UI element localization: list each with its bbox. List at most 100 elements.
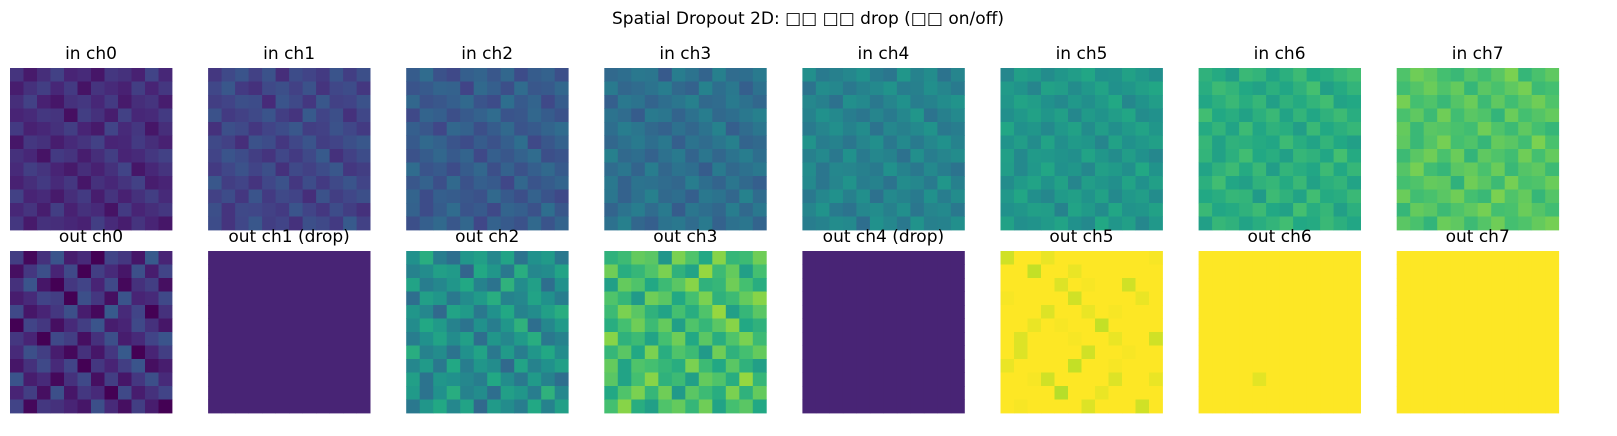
- heatmap-cell: [1068, 332, 1082, 346]
- heatmap-cell: [10, 318, 24, 333]
- heatmap-cell: [316, 122, 330, 136]
- heatmap-cell: [1198, 149, 1213, 163]
- heatmap-cell: [869, 149, 884, 163]
- heatmap-cell: [1504, 203, 1519, 217]
- heatmap-cell: [433, 264, 448, 279]
- heatmap-cell: [514, 332, 529, 346]
- heatmap-cell: [1396, 68, 1411, 82]
- heatmap-cell: [617, 305, 632, 319]
- heatmap-cell: [77, 291, 92, 306]
- heatmap-cell: [1437, 149, 1452, 163]
- heatmap-cell: [460, 135, 475, 150]
- heatmap-cell: [262, 318, 276, 333]
- heatmap-cell: [856, 122, 871, 136]
- heatmap-cell: [487, 176, 502, 190]
- heatmap-cell: [1000, 291, 1015, 306]
- heatmap-cell: [1041, 189, 1055, 204]
- heatmap-cell: [937, 176, 952, 190]
- heatmap-cell: [658, 135, 673, 150]
- heatmap-cell: [923, 278, 938, 292]
- heatmap-cell: [91, 399, 105, 414]
- heatmap-cell: [685, 203, 700, 217]
- heatmap-cell: [910, 189, 925, 204]
- heatmap-cell: [302, 359, 317, 373]
- heatmap-cell: [1504, 216, 1519, 231]
- heatmap-cell: [950, 372, 965, 387]
- heatmap-cell: [950, 108, 965, 123]
- heatmap-cell: [1464, 122, 1479, 136]
- heatmap-cell: [64, 372, 78, 387]
- heatmap-cell: [1504, 264, 1519, 279]
- heatmap-cell: [1491, 359, 1506, 373]
- heatmap-cell: [406, 122, 421, 136]
- heatmap-cell: [473, 399, 488, 414]
- heatmap-cell: [500, 81, 515, 96]
- heatmap-cell: [1000, 176, 1015, 190]
- heatmap-cell: [1333, 291, 1348, 306]
- heatmap-cell: [739, 305, 754, 319]
- heatmap-cell: [950, 305, 965, 319]
- heatmap-cell: [1279, 81, 1294, 96]
- heatmap-cell: [1396, 291, 1411, 306]
- heatmap-cell: [406, 216, 421, 231]
- heatmap-cell: [316, 372, 330, 387]
- heatmap-cell: [208, 95, 222, 109]
- heatmap-cell: [275, 305, 290, 319]
- heatmap-cell: [1014, 81, 1028, 96]
- heatmap-cell: [1450, 278, 1465, 292]
- heatmap-cell: [145, 108, 159, 123]
- heatmap-cell: [1095, 81, 1109, 96]
- heatmap-cell: [473, 203, 488, 217]
- heatmap-cell: [1333, 149, 1348, 163]
- heatmap-cell: [37, 345, 51, 360]
- heatmap-cell: [631, 264, 646, 279]
- heatmap-cell: [302, 278, 317, 292]
- heatmap-cell: [1135, 203, 1150, 217]
- heatmap-cell: [1014, 278, 1028, 292]
- heatmap-cell: [896, 135, 911, 150]
- heatmap-cell: [1198, 345, 1213, 360]
- heatmap-cell: [248, 95, 263, 109]
- heatmap-cell: [1135, 135, 1150, 150]
- heatmap-cell: [1293, 278, 1307, 292]
- heatmap-cell: [37, 149, 51, 163]
- heatmap-cell: [1423, 122, 1438, 136]
- heatmap-cell: [527, 149, 542, 163]
- heatmap-cell: [631, 68, 646, 82]
- heatmap-cell: [869, 251, 884, 265]
- heatmap-cell: [829, 278, 844, 292]
- heatmap-cell: [1518, 345, 1533, 360]
- heatmap-cell: [1531, 291, 1546, 306]
- heatmap-cell: [262, 176, 276, 190]
- heatmap-cell: [1198, 108, 1213, 123]
- heatmap-cell: [1279, 291, 1294, 306]
- heatmap-cell: [869, 305, 884, 319]
- heatmap-cell: [685, 81, 700, 96]
- heatmap-cell: [1225, 318, 1240, 333]
- heatmap-cell: [1252, 95, 1267, 109]
- heatmap-cell: [1000, 149, 1015, 163]
- heatmap-cell: [433, 372, 448, 387]
- panel-title: in ch6: [1254, 44, 1306, 64]
- heatmap-cell: [262, 305, 276, 319]
- heatmap-cell: [1437, 399, 1452, 414]
- heatmap-cell: [1464, 291, 1479, 306]
- heatmap-cell: [145, 162, 159, 177]
- heatmap-cell: [923, 135, 938, 150]
- heatmap-cell: [1333, 359, 1348, 373]
- heatmap-cell: [1306, 95, 1321, 109]
- heatmap-cell: [1464, 68, 1479, 82]
- heatmap-cell: [50, 264, 65, 279]
- heatmap-cell: [1014, 318, 1028, 333]
- heatmap-cell: [658, 162, 673, 177]
- heatmap-cell: [1423, 305, 1438, 319]
- heatmap-cell: [1518, 189, 1533, 204]
- heatmap-cell: [883, 122, 898, 136]
- heatmap-cell: [1212, 359, 1226, 373]
- heatmap-cell: [1054, 264, 1069, 279]
- heatmap-cell: [698, 122, 713, 136]
- heatmap-cell: [910, 359, 925, 373]
- heatmap-cell: [1518, 305, 1533, 319]
- heatmap-cell: [1306, 291, 1321, 306]
- heatmap-cell: [644, 372, 659, 387]
